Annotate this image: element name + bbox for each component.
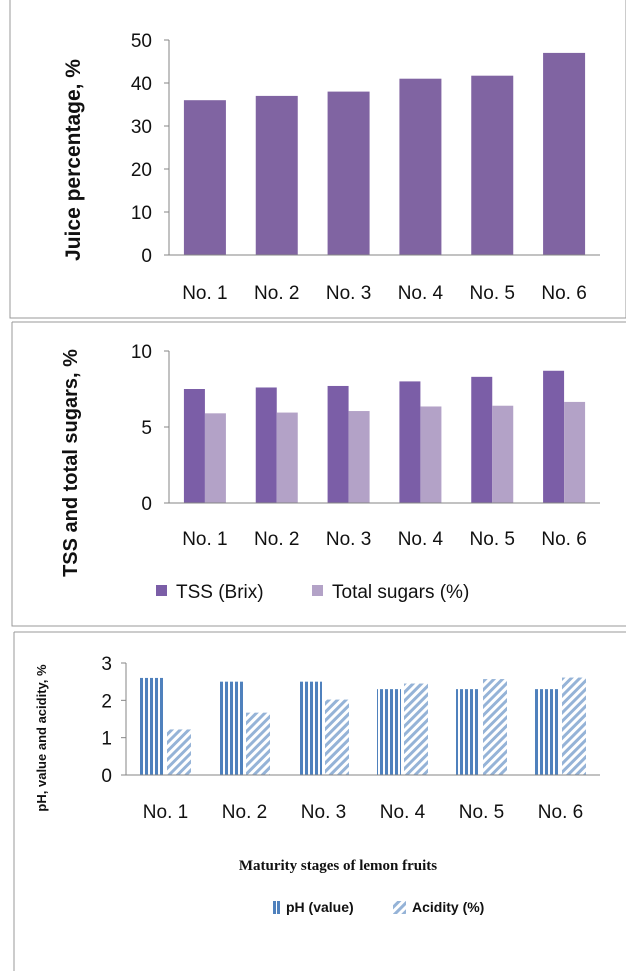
x-tick-label: No. 3 — [326, 529, 371, 550]
x-tick-label: No. 6 — [541, 283, 586, 304]
bar — [327, 91, 370, 255]
legend-label-tss: TSS (Brix) — [176, 582, 264, 603]
bar — [543, 370, 565, 503]
panel-frame-3 — [13, 631, 626, 971]
x-tick-label: No. 4 — [380, 802, 426, 823]
bar — [492, 405, 514, 503]
legend: pH (value) Acidity (%) — [273, 899, 484, 915]
bars — [140, 677, 586, 775]
x-tick-label: No. 2 — [254, 283, 299, 304]
x-tick-labels: No. 1 No. 2 No. 3 No. 4 No. 5 No. 6 — [126, 774, 600, 823]
y-tick-label: 30 — [131, 117, 152, 138]
x-axis-title: Maturity stages of lemon fruits — [239, 858, 437, 874]
y-tick-label: 0 — [141, 246, 152, 267]
y-tick-label: 10 — [131, 342, 152, 363]
y-tick-labels: 0 5 10 — [131, 342, 170, 515]
bar — [183, 389, 205, 503]
bar — [543, 52, 586, 256]
y-tick-label: 10 — [131, 203, 152, 224]
bar — [183, 100, 226, 255]
bar — [219, 681, 243, 775]
panel-frame-1 — [9, 0, 626, 319]
y-tick-label: 0 — [141, 494, 152, 515]
bar — [404, 683, 428, 775]
bar — [325, 699, 349, 775]
bar — [298, 681, 322, 775]
x-tick-label: No. 1 — [182, 283, 227, 304]
legend-swatch-ph-b — [277, 901, 280, 914]
y-tick-label: 20 — [131, 160, 152, 181]
x-tick-label: No. 5 — [470, 529, 515, 550]
x-tick-label: No. 5 — [459, 802, 504, 823]
legend: TSS (Brix) Total sugars (%) — [156, 582, 469, 603]
y-tick-labels: 0 1 2 3 — [101, 654, 127, 787]
legend-swatch-sugars — [312, 585, 323, 596]
bar — [564, 401, 586, 503]
bar — [471, 75, 514, 255]
bar — [399, 381, 421, 503]
x-tick-labels: No. 1 No. 2 No. 3 No. 4 No. 5 No. 6 — [169, 254, 600, 304]
y-tick-label: 5 — [141, 418, 152, 439]
bar — [255, 95, 298, 256]
bars — [183, 370, 586, 503]
y-tick-label: 40 — [131, 74, 152, 95]
legend-label-sugars: Total sugars (%) — [332, 582, 469, 603]
legend-swatch-ph — [273, 901, 276, 914]
x-tick-label: No. 5 — [470, 283, 515, 304]
bar — [420, 406, 442, 503]
x-tick-labels: No. 1 No. 2 No. 3 No. 4 No. 5 No. 6 — [169, 502, 600, 550]
bars — [183, 52, 586, 256]
x-tick-label: No. 6 — [541, 529, 586, 550]
chart-ph-acidity: pH, value and acidity, % 0 1 2 3 No. 1 No. 2… — [34, 654, 600, 915]
y-tick-label: 0 — [101, 766, 112, 787]
bar — [276, 412, 298, 503]
bar — [399, 78, 442, 255]
bar — [483, 679, 507, 775]
bar — [140, 677, 164, 775]
y-tick-labels: 0 10 20 30 40 50 — [131, 31, 170, 267]
x-tick-label: No. 4 — [398, 529, 444, 550]
bar — [204, 413, 226, 503]
bar — [348, 411, 370, 503]
x-tick-label: No. 1 — [143, 802, 188, 823]
bar — [377, 689, 401, 775]
bar — [167, 729, 191, 775]
bar — [456, 689, 480, 775]
bar — [562, 677, 586, 775]
bar — [535, 689, 559, 775]
y-axis-label: TSS and total sugars, % — [60, 349, 82, 577]
x-tick-label: No. 3 — [326, 283, 371, 304]
bar — [255, 387, 277, 503]
panel-frame-2 — [11, 321, 626, 627]
bar — [471, 376, 493, 503]
legend-swatch-acidity — [393, 901, 406, 914]
x-tick-label: No. 4 — [398, 283, 444, 304]
legend-swatch-tss — [156, 585, 167, 596]
x-tick-label: No. 1 — [182, 529, 227, 550]
y-tick-label: 50 — [131, 31, 152, 52]
x-tick-label: No. 2 — [254, 529, 299, 550]
bar — [327, 385, 349, 503]
x-tick-label: No. 3 — [301, 802, 346, 823]
y-tick-label: 1 — [101, 729, 112, 750]
bar — [246, 712, 270, 775]
legend-label-acidity: Acidity (%) — [412, 899, 484, 915]
x-tick-label: No. 2 — [222, 802, 267, 823]
y-axis-label: Juice percentage, % — [62, 59, 85, 261]
y-axis-label: pH, value and acidity, % — [34, 664, 49, 812]
legend-label-ph: pH (value) — [286, 899, 354, 915]
x-tick-label: No. 6 — [538, 802, 583, 823]
y-tick-label: 3 — [101, 654, 112, 675]
y-tick-label: 2 — [101, 691, 112, 712]
